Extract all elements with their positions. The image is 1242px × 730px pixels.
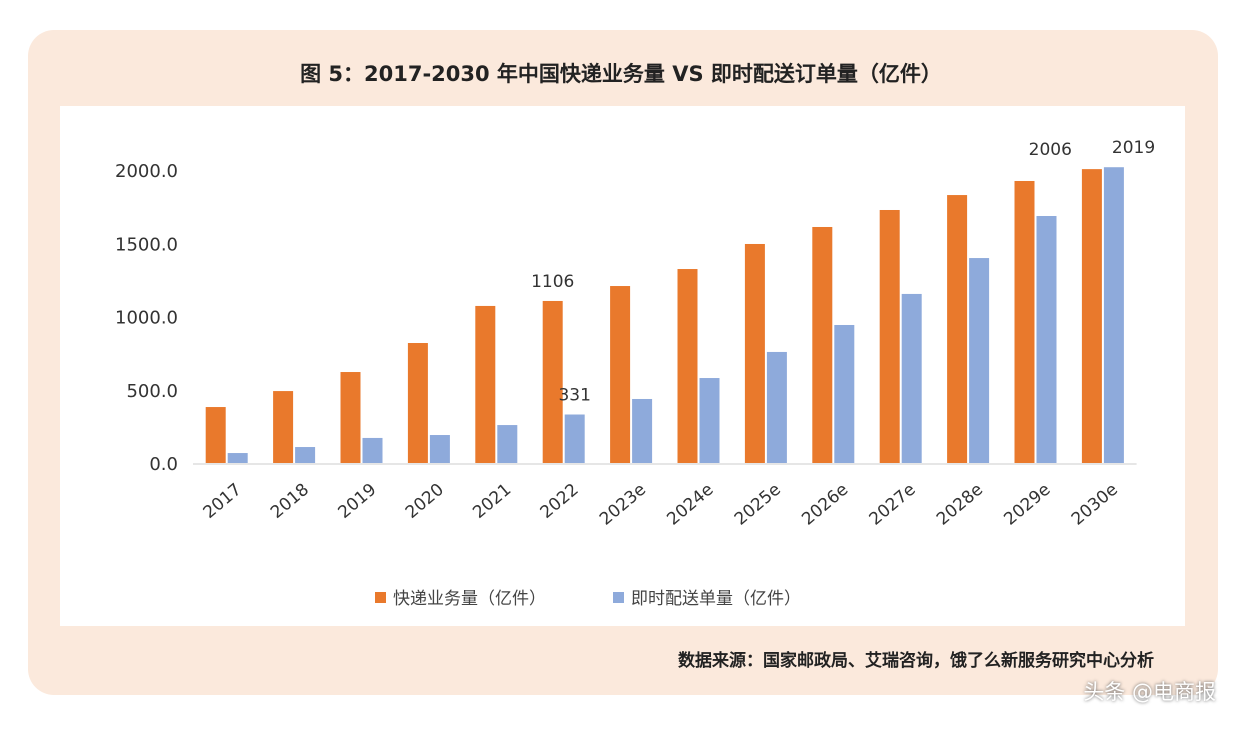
bar-instant-delivery <box>834 324 855 463</box>
x-tick-label: 2028e <box>933 480 987 530</box>
bar-express <box>475 305 496 463</box>
bar-instant-delivery <box>699 378 720 463</box>
bar-express <box>812 226 833 463</box>
data-label: 2019 <box>1112 138 1155 158</box>
bar-express <box>205 407 226 463</box>
y-tick-label: 500.0 <box>126 381 178 402</box>
legend-swatch <box>375 592 386 603</box>
bar-express <box>407 343 428 463</box>
bar-instant-delivery <box>766 351 787 463</box>
y-tick-label: 0.0 <box>149 454 178 475</box>
x-tick-label: 2017 <box>200 480 246 523</box>
x-tick-label: 2020 <box>402 480 448 523</box>
x-tick-label: 2023e <box>596 480 650 530</box>
bar-express <box>677 269 698 463</box>
y-tick-label: 1000.0 <box>115 308 178 329</box>
legend-swatch <box>613 592 624 603</box>
bar-instant-delivery <box>295 447 316 463</box>
watermark: 头条 @电商报 <box>1083 680 1216 704</box>
bar-instant-delivery <box>227 453 248 463</box>
bar-express <box>542 300 563 463</box>
x-tick-label: 2018 <box>267 480 313 523</box>
chart-title: 图 5：2017-2030 年中国快递业务量 VS 即时配送订单量（亿件） <box>300 62 942 86</box>
data-label: 2006 <box>1029 140 1072 160</box>
x-tick-label: 2025e <box>731 480 785 530</box>
legend-label: 即时配送单量（亿件） <box>631 589 801 609</box>
bar-instant-delivery <box>429 435 450 463</box>
bar-express <box>340 372 361 463</box>
bar-instant-delivery <box>564 414 585 463</box>
bar-instant-delivery <box>1103 167 1124 464</box>
bar-instant-delivery <box>362 437 383 463</box>
x-tick-label: 2029e <box>1000 480 1054 530</box>
x-tick-label: 2019 <box>334 480 380 523</box>
y-tick-label: 2000.0 <box>115 161 178 182</box>
bar-express <box>744 243 765 463</box>
bar-instant-delivery <box>1036 216 1057 463</box>
bar-express <box>1014 180 1035 464</box>
x-tick-label: 2024e <box>663 480 717 530</box>
y-tick-label: 1500.0 <box>115 234 178 255</box>
x-tick-label: 2022 <box>537 480 583 523</box>
bar-instant-delivery <box>632 398 653 463</box>
bar-instant-delivery <box>901 293 922 463</box>
data-label: 1106 <box>531 272 574 292</box>
bar-instant-delivery <box>969 258 990 463</box>
bar-express <box>273 391 294 463</box>
x-tick-label: 2021 <box>469 480 515 523</box>
data-label: 331 <box>558 386 590 406</box>
bar-express <box>947 195 968 463</box>
bar-instant-delivery <box>497 425 518 463</box>
x-tick-label: 2026e <box>798 480 852 530</box>
source-note: 数据来源：国家邮政局、艾瑞咨询，饿了么新服务研究中心分析 <box>678 651 1154 671</box>
x-tick-label: 2027e <box>866 480 920 530</box>
legend-label: 快递业务量（亿件） <box>393 589 546 609</box>
bar-express <box>610 286 631 463</box>
bar-express <box>879 209 900 463</box>
x-tick-label: 2030e <box>1068 480 1122 530</box>
bar-express <box>1081 169 1102 463</box>
